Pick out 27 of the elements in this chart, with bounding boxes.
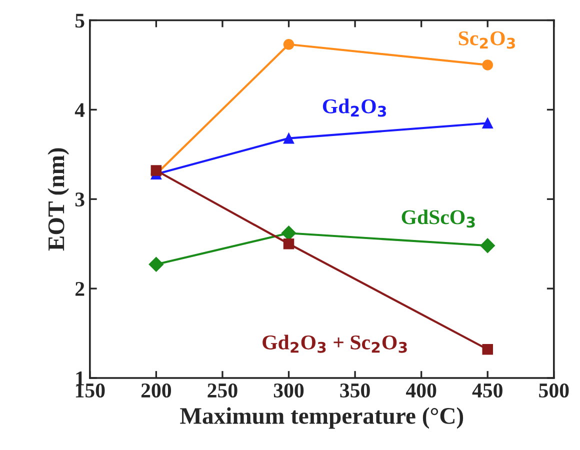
y-tick-label: 3 bbox=[75, 192, 84, 207]
y-axis-title: EOT (nm) bbox=[48, 148, 70, 251]
point bbox=[283, 132, 294, 144]
x-tick-label: 250 bbox=[208, 383, 238, 398]
point bbox=[283, 238, 294, 250]
point bbox=[482, 344, 493, 355]
series-label: Sc$_{2}$O$_{3}$ bbox=[458, 31, 515, 49]
point bbox=[148, 257, 164, 272]
point bbox=[480, 238, 496, 254]
series-label: GdScO$_{3}$ bbox=[402, 210, 475, 228]
x-tick-label: 350 bbox=[340, 383, 370, 398]
x-tick-label: 400 bbox=[406, 383, 436, 398]
y-tick-label: 2 bbox=[76, 282, 84, 296]
x-tick-label: 150 bbox=[76, 383, 105, 398]
point bbox=[150, 165, 162, 176]
y-tick-label: 4 bbox=[74, 103, 85, 117]
x-tick-label: 300 bbox=[274, 383, 304, 398]
x-tick-label: 500 bbox=[539, 383, 569, 398]
x-tick-label: 450 bbox=[472, 383, 502, 398]
y-tick-label: 5 bbox=[75, 14, 84, 28]
series-label: Gd$_{2}$O$_{3}$ + Sc$_{2}$O$_{3}$ bbox=[262, 334, 407, 353]
point bbox=[283, 39, 294, 50]
x-tick-label: 200 bbox=[141, 383, 172, 398]
point bbox=[482, 60, 493, 70]
point bbox=[482, 118, 493, 128]
x-axis-title: Maximum temperature (°C) bbox=[180, 407, 464, 429]
series-label: Gd$_{2}$O$_{3}$ bbox=[322, 98, 386, 117]
